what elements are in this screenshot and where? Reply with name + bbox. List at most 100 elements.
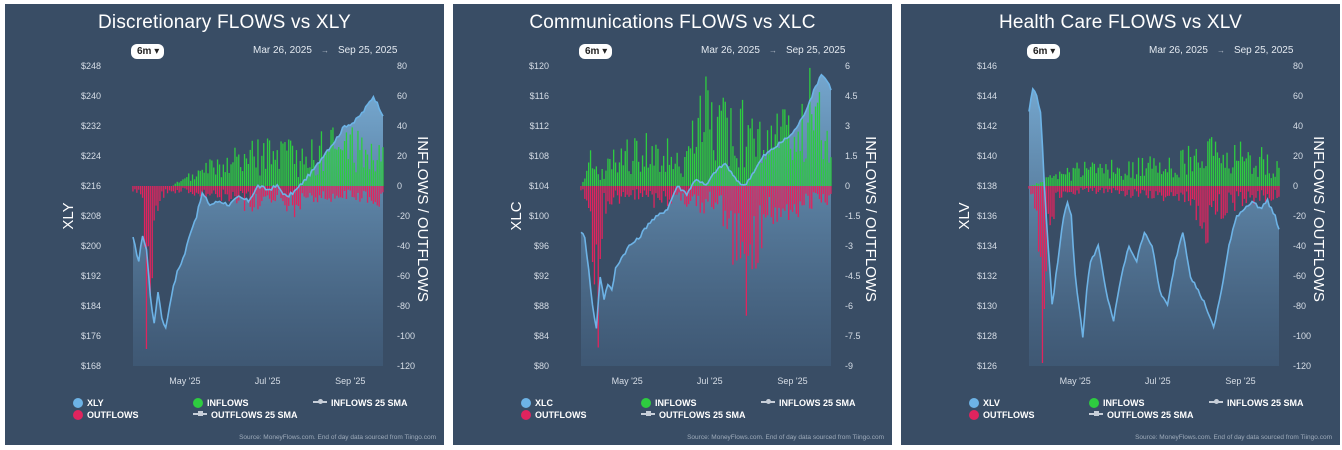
price-line (1028, 87, 1280, 338)
inflow-bar (774, 134, 776, 186)
outflow-bar (1139, 186, 1142, 194)
price-dot-icon (969, 398, 979, 408)
y-tick-label: $168 (81, 361, 101, 371)
inflow-bar (1197, 162, 1199, 186)
date-start[interactable]: Mar 26, 2025 (253, 45, 312, 56)
inflow-bar (822, 159, 824, 186)
outflow-bar (786, 186, 788, 205)
legend-item-outflows[interactable]: OUTFLOWS (969, 410, 1035, 420)
inflow-bar (582, 181, 584, 186)
legend-item-inflows[interactable]: INFLOWS (641, 398, 697, 408)
inflow-bar (176, 181, 178, 186)
outflow-bar (1099, 186, 1101, 191)
legend-item-inflows-sma[interactable]: INFLOWS 25 SMA (1209, 398, 1304, 408)
outflow-bar (313, 186, 315, 202)
date-end[interactable]: Sep 25, 2025 (337, 45, 398, 56)
outflow-bar (1034, 186, 1036, 209)
inflow-bar (1032, 185, 1034, 186)
range-dropdown[interactable]: 6m ▾ (579, 44, 613, 59)
outflow-bar (259, 186, 261, 207)
outflow-bar (1199, 186, 1201, 227)
outflow-bar (709, 186, 711, 192)
outflow-bar (261, 186, 263, 202)
inflow-bar (703, 132, 705, 186)
inflow-bar (1136, 174, 1138, 186)
inflow-bar (286, 150, 288, 186)
outflow-bar (359, 186, 361, 202)
date-start[interactable]: Mar 26, 2025 (1149, 45, 1208, 56)
outflow-bar (322, 186, 324, 192)
legend-item-outflows-sma[interactable]: OUTFLOWS 25 SMA (193, 410, 298, 420)
outflow-bar (618, 186, 621, 204)
outflow-bar (659, 186, 661, 201)
inflow-bar (1112, 172, 1115, 186)
flows-chart[interactable]: $120 $116 $112 $108 $104 $100 $96 $92 $88 $84 $80 6… (453, 4, 892, 445)
flows-chart[interactable]: $146 $144 $142 $140 $138 $136 $134 $132 $130 $128… (901, 4, 1340, 445)
legend-item-inflows[interactable]: INFLOWS (193, 398, 249, 408)
inflow-bar (220, 177, 223, 186)
legend-item-outflows[interactable]: OUTFLOWS (73, 410, 139, 420)
outflow-bar (316, 186, 319, 203)
outflow-bar (770, 186, 772, 218)
inflow-bar (1168, 157, 1170, 186)
inflow-bar (1182, 149, 1184, 186)
inflow-bar (324, 155, 326, 186)
date-range[interactable]: Mar 26, 2025 → Sep 25, 2025 (701, 45, 845, 56)
outflow-dot-icon (969, 410, 979, 420)
outflow-bar (732, 186, 734, 265)
inflow-bar (172, 185, 174, 186)
range-dropdown[interactable]: 6m ▾ (131, 44, 165, 59)
outflow-bar (1103, 186, 1105, 194)
inflow-bar (266, 138, 269, 186)
outflow-bar (663, 186, 665, 192)
range-dropdown[interactable]: 6m ▾ (1027, 44, 1061, 59)
inflow-bar (1149, 156, 1151, 186)
inflow-bar (1224, 167, 1226, 186)
x-tick-label: Jul '25 (697, 376, 723, 386)
inflow-bar (1191, 171, 1194, 186)
inflow-bar (828, 162, 830, 186)
flows-chart[interactable]: $248 $240 $232 $224 $216 $208 $200 $192 $184 $176… (5, 4, 444, 445)
legend-item-outflows-sma[interactable]: OUTFLOWS 25 SMA (641, 410, 746, 420)
date-range[interactable]: Mar 26, 2025 → Sep 25, 2025 (1149, 45, 1293, 56)
inflow-bar (1139, 176, 1142, 186)
legend-item-price[interactable]: XLY (73, 398, 104, 408)
outflow-bar (1080, 186, 1082, 188)
outflow-bar (820, 186, 822, 203)
inflow-bar (1257, 176, 1259, 186)
outflow-bar (226, 186, 228, 195)
outflow-bar (1161, 186, 1163, 196)
legend-item-inflows[interactable]: INFLOWS (1089, 398, 1145, 408)
legend-item-price[interactable]: XLV (969, 398, 1000, 408)
legend-item-outflows[interactable]: OUTFLOWS (521, 410, 587, 420)
outflow-bar (207, 186, 209, 194)
outflow-bar (664, 186, 667, 197)
date-end[interactable]: Sep 25, 2025 (1233, 45, 1294, 56)
inflow-bar (241, 171, 244, 186)
inflow-bar (1030, 185, 1032, 186)
date-range[interactable]: Mar 26, 2025 → Sep 25, 2025 (253, 45, 397, 56)
outflow-bar (345, 186, 348, 199)
outflow-bar (216, 186, 219, 198)
outflow-bar (351, 186, 353, 197)
square-marker-icon (1089, 411, 1103, 416)
inflow-bar (353, 162, 355, 186)
legend-item-price[interactable]: XLC (521, 398, 553, 408)
inflow-bar (1147, 162, 1149, 186)
legend-item-outflows-sma[interactable]: OUTFLOWS 25 SMA (1089, 410, 1194, 420)
inflow-bar (291, 145, 294, 186)
outflow-bar (188, 186, 190, 194)
outflow-bar (718, 186, 721, 196)
outflow-bar (1061, 186, 1063, 198)
outflow-bar (636, 186, 638, 190)
legend-item-inflows-sma[interactable]: INFLOWS 25 SMA (761, 398, 856, 408)
date-end[interactable]: Sep 25, 2025 (785, 45, 846, 56)
inflow-bar (1176, 174, 1178, 186)
outflow-bar (711, 186, 713, 208)
y-tick-label: $92 (534, 271, 549, 281)
inflow-bar (666, 138, 669, 186)
outflow-bar (382, 186, 384, 193)
date-start[interactable]: Mar 26, 2025 (701, 45, 760, 56)
legend-item-inflows-sma[interactable]: INFLOWS 25 SMA (313, 398, 408, 408)
inflow-bar (1091, 162, 1094, 186)
